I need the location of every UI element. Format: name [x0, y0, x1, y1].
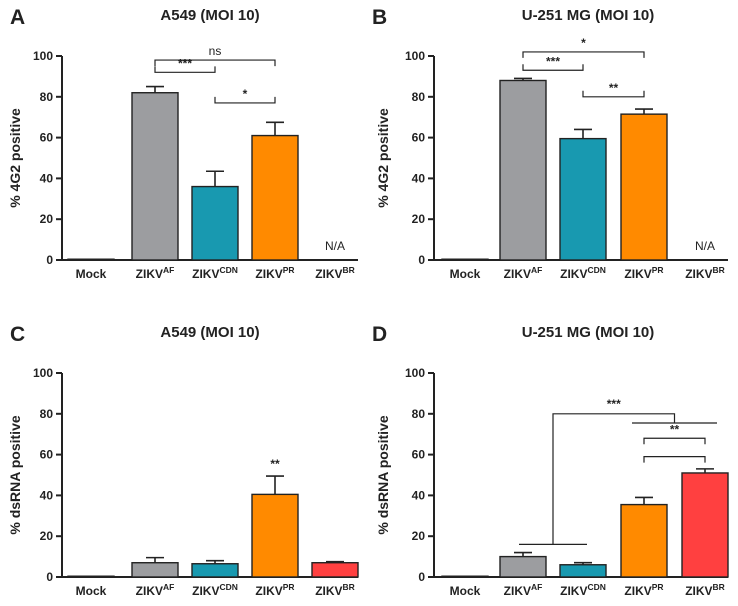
x-tick-label: ZIKVAF: [504, 582, 543, 598]
significance-label: ***: [546, 54, 560, 68]
significance-bracket: [643, 456, 706, 463]
x-tick-label: ZIKVCDN: [560, 582, 606, 598]
significance-label: **: [670, 422, 680, 436]
panel-letter: C: [10, 323, 25, 346]
y-tick-label: 20: [412, 212, 426, 226]
chart-title: A549 (MOI 10): [160, 324, 259, 341]
y-tick-label: 80: [40, 407, 54, 421]
significance-bracket: [154, 66, 216, 73]
bar: [441, 575, 489, 578]
significance-bracket: [643, 437, 706, 445]
x-tick-label: ZIKVCDN: [192, 265, 238, 281]
x-tick-label: ZIKVBR: [315, 265, 355, 281]
significance-label: ***: [178, 56, 192, 70]
significance-bracket: [214, 96, 276, 104]
x-tick-label: Mock: [450, 267, 481, 281]
significance-bracket: [582, 90, 645, 98]
y-tick-label: 60: [40, 131, 54, 145]
y-tick-label: 20: [40, 212, 54, 226]
x-tick-label: Mock: [76, 584, 107, 598]
y-tick-label: 0: [46, 253, 53, 267]
x-tick-label: ZIKVBR: [685, 582, 725, 598]
y-tick-label: 80: [412, 407, 426, 421]
na-label: N/A: [695, 239, 715, 253]
y-axis-label: % 4G2 positive: [375, 108, 391, 208]
significance-label: **: [609, 81, 619, 95]
x-tick-label: ZIKVPR: [255, 265, 294, 281]
y-tick-label: 100: [405, 49, 425, 63]
x-tick-label: ZIKVAF: [136, 582, 175, 598]
chart-panel-d: D U-251 MG (MOI 10) % dsRNA positive 0 20 40 6…: [372, 323, 729, 598]
chart-title: U-251 MG (MOI 10): [522, 7, 655, 24]
bar: [620, 503, 668, 578]
panel-letter: B: [372, 6, 387, 29]
y-tick-label: 100: [33, 366, 53, 380]
x-tick-label: ZIKVAF: [504, 265, 543, 281]
y-tick-label: 40: [412, 171, 426, 185]
significance-label: ***: [607, 397, 621, 411]
x-tick-label: ZIKVPR: [255, 582, 294, 598]
y-tick-label: 40: [412, 488, 426, 502]
x-tick-label: ZIKVAF: [136, 265, 175, 281]
bar: [191, 185, 239, 261]
y-tick-label: 100: [405, 366, 425, 380]
chart-panel-a: A A549 (MOI 10) % 4G2 positive 0 20 40 60 80 100…: [7, 6, 358, 281]
y-axis-label: % dsRNA positive: [375, 415, 391, 534]
bar: [67, 258, 115, 261]
x-tick-label: ZIKVCDN: [192, 582, 238, 598]
bar: [559, 564, 607, 578]
y-axis-label: % dsRNA positive: [7, 415, 23, 534]
bar: [441, 258, 489, 261]
panel-letter: D: [372, 323, 387, 346]
bar: [251, 134, 299, 261]
bar: [131, 92, 179, 261]
chart-title: U-251 MG (MOI 10): [522, 324, 655, 341]
x-tick-label: ZIKVBR: [315, 582, 355, 598]
chart-panel-c: C A549 (MOI 10) % dsRNA positive 0 20 40 60 80 1…: [7, 323, 359, 598]
y-tick-label: 80: [40, 90, 54, 104]
significance-bracket: [154, 59, 276, 67]
x-tick-label: ZIKVPR: [624, 265, 663, 281]
y-tick-label: 20: [40, 529, 54, 543]
y-axis-label: % 4G2 positive: [7, 108, 23, 208]
significance-bracket: [522, 51, 645, 58]
y-tick-label: 0: [418, 570, 425, 584]
bar: [251, 493, 299, 578]
y-tick-label: 60: [412, 131, 426, 145]
bar: [67, 575, 115, 578]
x-tick-label: ZIKVCDN: [560, 265, 606, 281]
panel-letter: A: [10, 6, 25, 29]
bar: [131, 562, 179, 578]
na-label: N/A: [325, 239, 345, 253]
x-tick-label: ZIKVPR: [624, 582, 663, 598]
y-tick-label: 0: [46, 570, 53, 584]
bar: [499, 555, 547, 578]
significance-label: ns: [209, 44, 222, 58]
significance-label: *: [581, 36, 586, 50]
y-tick-label: 40: [40, 171, 54, 185]
y-tick-label: 40: [40, 488, 54, 502]
y-tick-label: 60: [40, 448, 54, 462]
bar: [620, 113, 668, 261]
y-tick-label: 80: [412, 90, 426, 104]
x-tick-label: Mock: [450, 584, 481, 598]
y-tick-label: 60: [412, 448, 426, 462]
chart-panel-b: B U-251 MG (MOI 10) % 4G2 positive 0 20 40 60 8…: [372, 6, 728, 281]
y-tick-label: 0: [418, 253, 425, 267]
bar: [191, 563, 239, 578]
y-tick-label: 100: [33, 49, 53, 63]
significance-label: **: [270, 457, 280, 471]
bar: [499, 79, 547, 261]
y-tick-label: 20: [412, 529, 426, 543]
bar: [559, 137, 607, 261]
significance-bracket: [552, 413, 676, 545]
significance-bracket: [522, 64, 584, 71]
significance-label: *: [243, 87, 248, 101]
chart-title: A549 (MOI 10): [160, 7, 259, 24]
bar: [681, 472, 729, 578]
bar: [311, 562, 359, 578]
x-tick-label: ZIKVBR: [685, 265, 725, 281]
x-tick-label: Mock: [76, 267, 107, 281]
